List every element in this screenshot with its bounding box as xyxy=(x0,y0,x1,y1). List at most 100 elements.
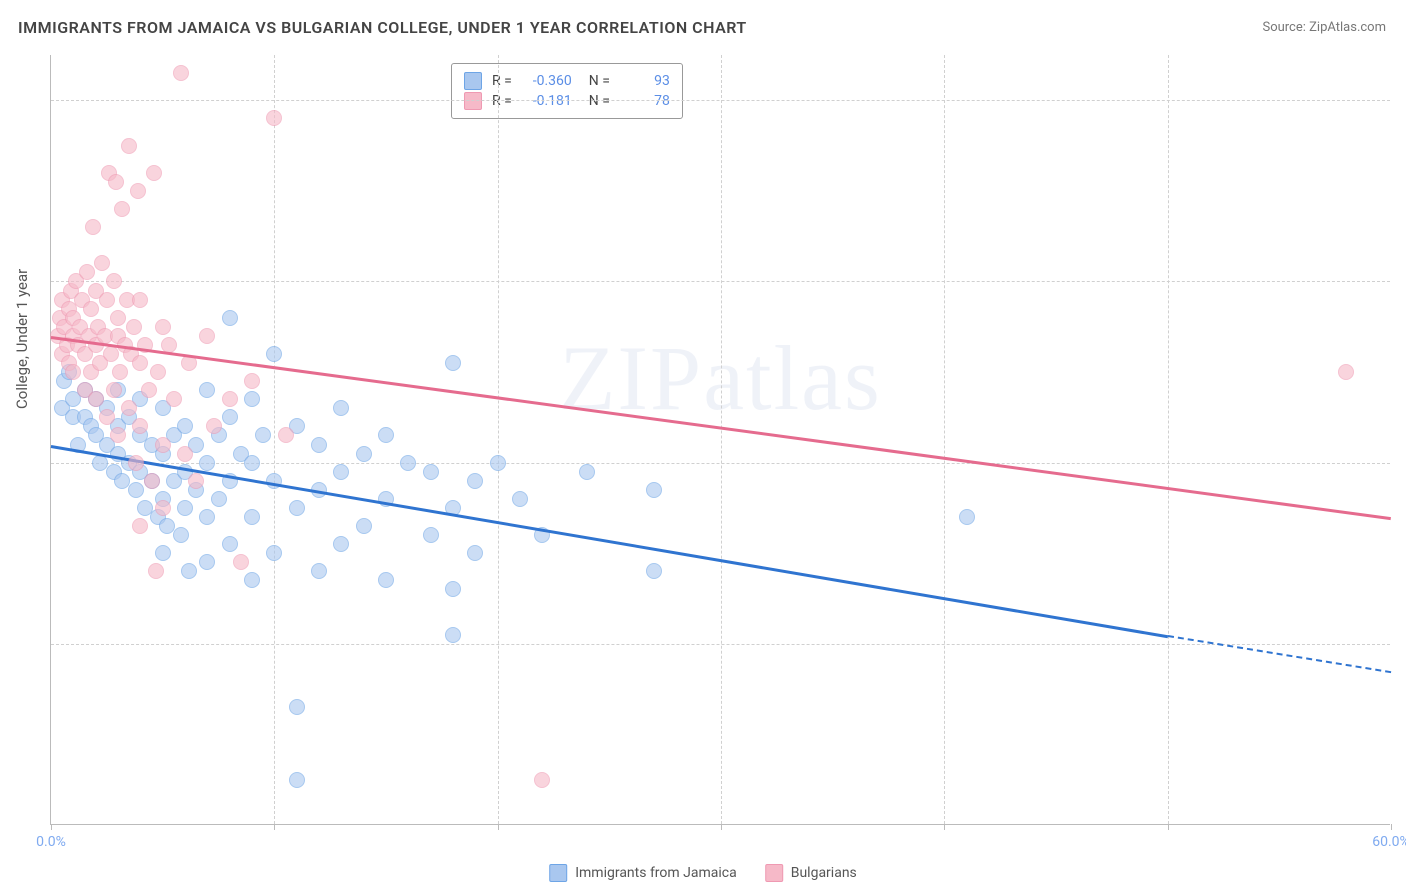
scatter-point-jamaica xyxy=(333,536,349,552)
legend-swatch-1 xyxy=(549,864,567,882)
x-tick xyxy=(498,824,499,830)
scatter-point-jamaica xyxy=(289,500,305,516)
scatter-point-bulgarian xyxy=(244,373,260,389)
x-tick xyxy=(1391,824,1392,830)
stats-legend-box: R = -0.360 N = 93 R = -0.181 N = 78 xyxy=(451,63,683,119)
scatter-point-jamaica xyxy=(289,699,305,715)
scatter-point-bulgarian xyxy=(132,518,148,534)
scatter-point-bulgarian xyxy=(79,264,95,280)
scatter-point-bulgarian xyxy=(144,473,160,489)
scatter-point-jamaica xyxy=(445,627,461,643)
stat-r-label: R = xyxy=(492,73,512,89)
scatter-point-jamaica xyxy=(266,545,282,561)
scatter-point-jamaica xyxy=(244,572,260,588)
scatter-point-bulgarian xyxy=(1338,364,1354,380)
x-tick xyxy=(1168,824,1169,830)
scatter-point-bulgarian xyxy=(121,400,137,416)
scatter-point-jamaica xyxy=(400,455,416,471)
scatter-point-jamaica xyxy=(445,581,461,597)
scatter-point-bulgarian xyxy=(99,409,115,425)
stat-n-label: N = xyxy=(582,73,610,89)
scatter-point-bulgarian xyxy=(132,355,148,371)
scatter-point-bulgarian xyxy=(155,500,171,516)
scatter-point-jamaica xyxy=(177,500,193,516)
scatter-point-jamaica xyxy=(311,437,327,453)
scatter-point-jamaica xyxy=(199,382,215,398)
scatter-point-bulgarian xyxy=(94,255,110,271)
scatter-point-jamaica xyxy=(311,563,327,579)
scatter-point-bulgarian xyxy=(233,554,249,570)
scatter-point-jamaica xyxy=(959,509,975,525)
scatter-point-jamaica xyxy=(445,355,461,371)
scatter-point-bulgarian xyxy=(148,563,164,579)
regression-line-jamaica xyxy=(51,445,1168,638)
scatter-point-bulgarian xyxy=(85,219,101,235)
scatter-point-jamaica xyxy=(181,563,197,579)
scatter-point-bulgarian xyxy=(108,174,124,190)
scatter-point-bulgarian xyxy=(199,328,215,344)
scatter-point-bulgarian xyxy=(65,364,81,380)
source-attribution: Source: ZipAtlas.com xyxy=(1262,20,1386,35)
legend-item-series1: Immigrants from Jamaica xyxy=(549,864,737,882)
swatch-series1 xyxy=(464,72,482,90)
regression-line-dashed xyxy=(1167,635,1391,673)
chart-title: IMMIGRANTS FROM JAMAICA VS BULGARIAN COL… xyxy=(18,18,747,37)
x-tick-label: 60.0% xyxy=(1372,834,1406,850)
chart-plot-area: ZIPatlas R = -0.360 N = 93 R = -0.181 N … xyxy=(50,55,1390,825)
scatter-point-jamaica xyxy=(467,545,483,561)
scatter-point-jamaica xyxy=(222,409,238,425)
scatter-point-jamaica xyxy=(646,482,662,498)
scatter-point-bulgarian xyxy=(110,310,126,326)
scatter-point-bulgarian xyxy=(114,201,130,217)
x-tick xyxy=(274,824,275,830)
stats-row-series1: R = -0.360 N = 93 xyxy=(464,72,670,90)
scatter-point-bulgarian xyxy=(106,382,122,398)
scatter-point-bulgarian xyxy=(146,165,162,181)
scatter-point-jamaica xyxy=(490,455,506,471)
scatter-point-jamaica xyxy=(128,482,144,498)
scatter-point-bulgarian xyxy=(155,437,171,453)
scatter-point-bulgarian xyxy=(130,183,146,199)
scatter-point-bulgarian xyxy=(88,391,104,407)
scatter-point-jamaica xyxy=(199,554,215,570)
scatter-point-jamaica xyxy=(356,446,372,462)
scatter-point-jamaica xyxy=(211,491,227,507)
scatter-point-bulgarian xyxy=(110,427,126,443)
scatter-point-jamaica xyxy=(222,536,238,552)
scatter-point-bulgarian xyxy=(121,138,137,154)
stat-r-value-1: -0.360 xyxy=(522,73,572,89)
scatter-point-jamaica xyxy=(199,509,215,525)
legend-label-2: Bulgarians xyxy=(791,865,857,881)
legend-bottom: Immigrants from Jamaica Bulgarians xyxy=(549,864,857,882)
scatter-point-jamaica xyxy=(199,455,215,471)
scatter-point-jamaica xyxy=(646,563,662,579)
scatter-point-bulgarian xyxy=(534,772,550,788)
gridline-vertical xyxy=(1168,55,1169,824)
scatter-point-bulgarian xyxy=(166,391,182,407)
scatter-point-jamaica xyxy=(512,491,528,507)
scatter-point-jamaica xyxy=(333,400,349,416)
scatter-point-bulgarian xyxy=(106,273,122,289)
y-axis-title: College, Under 1 year xyxy=(13,269,31,409)
scatter-point-jamaica xyxy=(356,518,372,534)
x-tick xyxy=(51,824,52,830)
gridline-vertical xyxy=(721,55,722,824)
scatter-point-bulgarian xyxy=(206,418,222,434)
scatter-point-jamaica xyxy=(378,572,394,588)
scatter-point-bulgarian xyxy=(173,65,189,81)
scatter-point-jamaica xyxy=(423,527,439,543)
gridline-vertical xyxy=(498,55,499,824)
scatter-point-bulgarian xyxy=(177,446,193,462)
scatter-point-jamaica xyxy=(222,310,238,326)
scatter-point-bulgarian xyxy=(112,364,128,380)
legend-swatch-2 xyxy=(765,864,783,882)
legend-item-series2: Bulgarians xyxy=(765,864,857,882)
scatter-point-bulgarian xyxy=(150,364,166,380)
scatter-point-jamaica xyxy=(244,509,260,525)
scatter-point-jamaica xyxy=(289,772,305,788)
scatter-point-bulgarian xyxy=(155,319,171,335)
scatter-point-jamaica xyxy=(378,427,394,443)
scatter-point-bulgarian xyxy=(126,319,142,335)
scatter-point-jamaica xyxy=(333,464,349,480)
scatter-point-bulgarian xyxy=(99,292,115,308)
